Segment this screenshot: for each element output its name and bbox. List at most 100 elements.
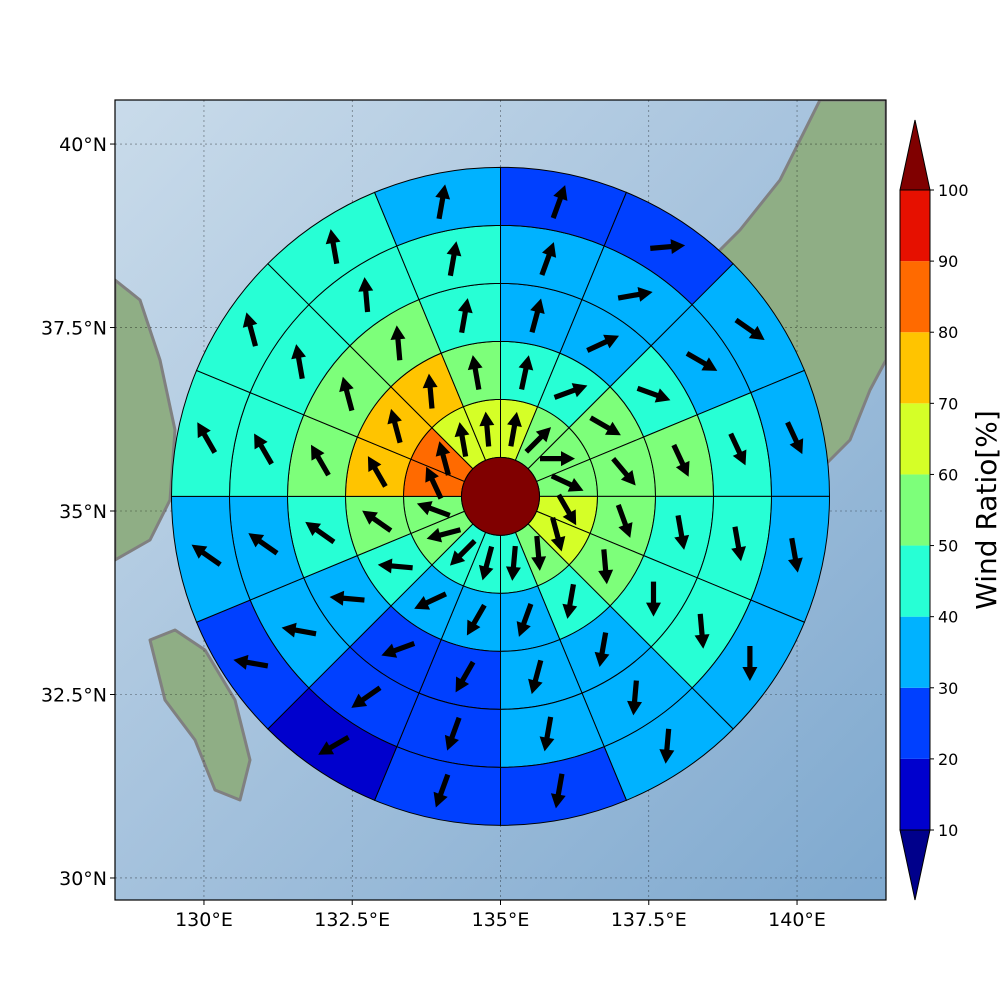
colorbar-title: Wind Ratio[%] [970, 410, 1000, 610]
wind-arrow [788, 537, 803, 573]
colorbar-tick-label: 60 [938, 465, 958, 484]
wind-arrow [611, 457, 636, 486]
wind-arrow [550, 185, 568, 219]
wind-arrow [505, 545, 521, 581]
colorbar-under-extension [899, 829, 931, 901]
wind-arrow [435, 441, 451, 476]
wind-arrow [291, 344, 306, 380]
wind-arrow [617, 287, 653, 302]
wind-arrow [550, 773, 566, 809]
y-tick-label: 30°N [59, 868, 107, 890]
wind-sector-rings [170, 166, 831, 826]
wind-arrow [318, 735, 350, 755]
wind-direction-arrows [191, 184, 804, 809]
wind-arrow [553, 383, 588, 400]
wind-arrow [281, 622, 317, 638]
wind-arrow [550, 517, 566, 552]
wind-arrow [455, 660, 476, 693]
wind-arrow [598, 549, 614, 585]
colorbar-tick-label: 80 [938, 323, 958, 342]
wind-arrow [615, 504, 633, 538]
wind-arrow [362, 510, 393, 533]
wind-arrow [416, 501, 451, 518]
wind-arrow [197, 422, 218, 454]
colorbar-tick-label: 40 [938, 608, 958, 627]
colorbar-tick-label: 30 [938, 679, 958, 698]
wind-arrow [325, 229, 341, 265]
wind-arrow [674, 515, 690, 550]
wind-arrow [426, 527, 462, 543]
x-tick-label: 135°E [472, 909, 530, 931]
wind-arrow [454, 422, 470, 457]
x-tick-label: 137.5°E [611, 909, 687, 931]
wind-arrow [550, 473, 584, 492]
wind-arrow [728, 432, 747, 466]
wind-arrow [556, 493, 577, 526]
x-tick-label: 132.5°E [314, 909, 390, 931]
wind-arrow [233, 654, 269, 670]
colorbar-over-extension [899, 119, 931, 191]
wind-arrow [586, 334, 620, 353]
wind-arrow [562, 583, 578, 619]
wind-arrow [305, 521, 336, 545]
colorbar-tick-label: 50 [938, 537, 958, 556]
wind-arrow [390, 325, 406, 361]
wind-arrow [466, 603, 487, 636]
colorbar-segment [900, 261, 930, 333]
x-tick-label: 140°E [768, 909, 826, 931]
wind-arrow [377, 558, 413, 574]
wind-arrow [467, 355, 483, 390]
wind-arrow [351, 685, 382, 708]
wind-arrow [516, 603, 534, 637]
wind-arrow [627, 680, 643, 716]
colorbar-segment [900, 332, 930, 404]
wind-arrow [539, 242, 557, 276]
colorbar: 10 20 30 40 50 60 70 80 90 100 [899, 119, 969, 901]
wind-arrow [449, 539, 477, 566]
colorbar-tick-label: 10 [938, 821, 958, 840]
sector-cell [373, 166, 501, 247]
y-axis-ticks: 30°N 32.5°N 35°N 37.5°N 40°N [41, 134, 115, 890]
x-tick-label: 130°E [175, 909, 233, 931]
wind-arrow [734, 317, 765, 341]
wind-arrow [540, 451, 575, 467]
wind-arrow [367, 456, 388, 488]
wind-arrow [524, 427, 552, 454]
wind-arrow [248, 533, 279, 556]
wind-arrow [742, 646, 758, 681]
wind-arrow [311, 444, 331, 477]
colorbar-segment [900, 545, 930, 617]
colorbar-tick-label: 90 [938, 252, 958, 271]
wind-arrow [433, 773, 451, 808]
wind-arrow [191, 544, 222, 567]
wind-arrow [539, 716, 555, 752]
wind-arrow [358, 277, 374, 313]
wind-arrow [671, 443, 690, 477]
y-tick-label: 40°N [59, 134, 107, 156]
wind-arrow [785, 421, 804, 455]
wind-arrow [242, 312, 259, 347]
x-axis-ticks: 130°E 132.5°E 135°E 137.5°E 140°E [175, 900, 826, 931]
colorbar-segment [900, 616, 930, 688]
wind-arrow [435, 184, 451, 220]
colorbar-segment [900, 474, 930, 546]
kyushu-land [148, 628, 252, 802]
wind-arrow [422, 373, 438, 409]
wind-arrow [528, 659, 544, 695]
wind-arrow [339, 376, 355, 412]
y-tick-label: 37.5°N [41, 318, 107, 340]
colorbar-segment [900, 190, 930, 262]
wind-arrow [650, 239, 686, 255]
colorbar-outline [899, 189, 931, 831]
wind-arrow [731, 526, 746, 562]
colorbar-segment [900, 403, 930, 475]
colorbar-segment [900, 758, 930, 830]
wind-arrow [446, 241, 462, 277]
center-cell [461, 456, 540, 536]
wind-arrow [329, 590, 365, 606]
wind-arrow [518, 355, 534, 390]
wind-arrow [414, 591, 448, 610]
wind-arrow [381, 641, 416, 658]
wind-arrow [529, 298, 545, 333]
